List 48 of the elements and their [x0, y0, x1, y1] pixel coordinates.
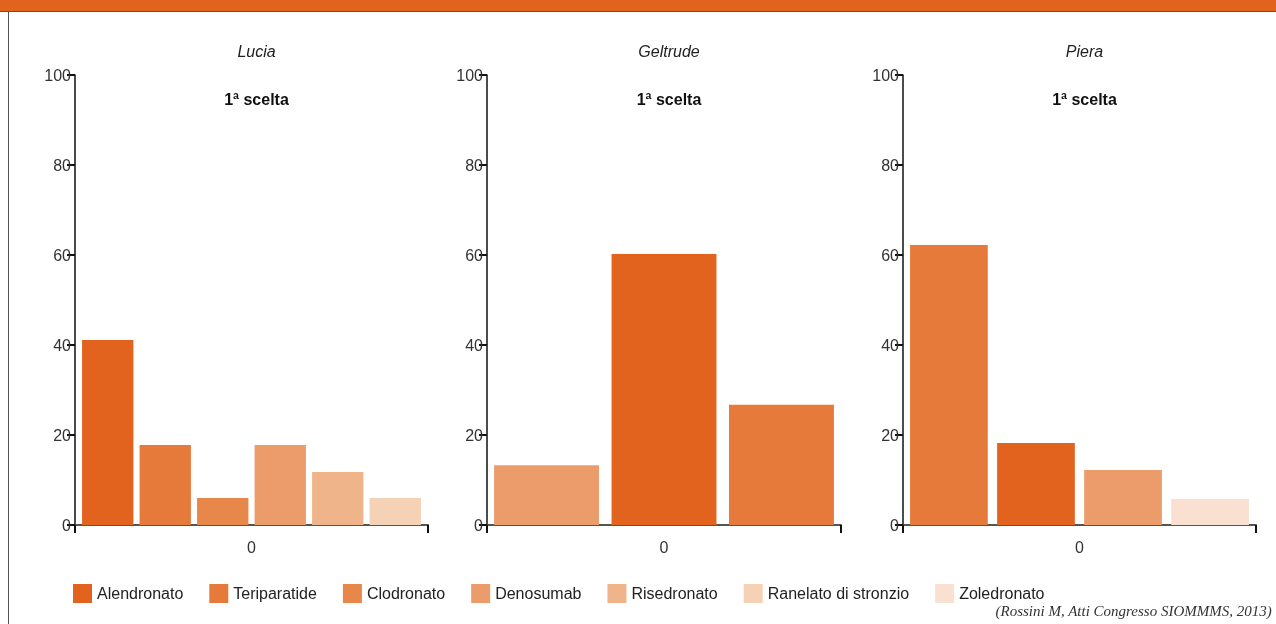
bar [369, 498, 421, 525]
y-tick-label: 100 [456, 66, 484, 84]
bar [494, 465, 599, 525]
y-tick-label: 60 [53, 246, 72, 264]
y-tick-label: 20 [53, 426, 72, 444]
y-tick-label: 20 [881, 426, 900, 444]
chart-title: Geltrude [638, 42, 700, 60]
y-tick-label: 40 [465, 336, 484, 354]
y-tick-label: 80 [881, 156, 900, 174]
chart-title: Lucia [237, 42, 276, 60]
y-tick-label: 40 [53, 336, 72, 354]
bar [1084, 470, 1162, 525]
bar [254, 444, 306, 525]
legend-label: Teriparatide [233, 585, 317, 602]
y-tick-label: 80 [53, 156, 72, 174]
bar [611, 254, 717, 525]
bar [197, 498, 249, 525]
y-tick-label: 0 [890, 516, 900, 534]
y-tick-label: 40 [881, 336, 900, 354]
bar [1171, 498, 1249, 525]
bar [139, 444, 191, 525]
bar [312, 471, 364, 525]
bar [729, 404, 834, 525]
y-tick-label: 20 [465, 426, 484, 444]
y-tick-label: 100 [872, 66, 900, 84]
legend-label: Risedronato [631, 585, 718, 602]
x-tick-label: 0 [247, 538, 257, 556]
text: 1ª scelta [636, 90, 702, 108]
legend-label: Zoledronato [959, 585, 1045, 602]
y-tick-label: 0 [474, 516, 484, 534]
legend-label: Ranelato di stronzio [767, 585, 910, 602]
y-tick-label: 60 [881, 246, 900, 264]
x-tick-label: 0 [1075, 538, 1085, 556]
y-tick-label: 100 [44, 66, 72, 84]
y-tick-label: 0 [62, 516, 72, 534]
x-tick-label: 0 [659, 538, 669, 556]
bar [910, 245, 988, 525]
legend-label: Alendronato [97, 585, 184, 602]
legend-label: Denosumab [495, 585, 582, 602]
y-tick-label: 60 [465, 246, 484, 264]
bar [997, 443, 1075, 525]
y-tick-label: 80 [465, 156, 484, 174]
text: (Rossini M, Atti Congresso SIOMMMS, 2013) [995, 602, 1272, 620]
bar [82, 340, 134, 525]
legend-label: Clodronato [366, 585, 446, 602]
text: 1ª scelta [1052, 90, 1117, 108]
text: 1ª scelta [224, 90, 289, 108]
chart-title: Piera [1065, 42, 1104, 60]
